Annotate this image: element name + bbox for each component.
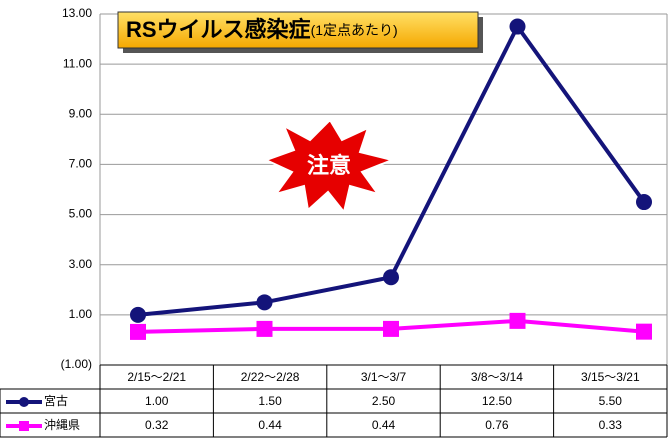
table-value: 1.50 [258,394,282,408]
legend-label: 沖縄県 [44,417,80,432]
table-value: 0.32 [145,418,169,432]
table-value: 0.44 [372,418,396,432]
y-tick-label: 1.00 [69,307,93,321]
marker [130,324,146,340]
table-value: 5.50 [599,394,623,408]
marker [510,313,526,329]
legend-label: 宮古 [44,393,68,408]
chart: (1.00) 1.00 3.00 5.00 7.00 9.00 11.00 13.00 2/15… [0,0,668,443]
marker [636,324,652,340]
marker [636,194,652,210]
annotation-text: 注意 [307,153,351,178]
title-box: RSウイルス感染症(1定点あたり) [118,12,483,53]
legend-marker [19,421,29,431]
marker [383,321,399,337]
x-tick-label: 3/1～3/7 [361,370,407,384]
y-tick-label: 11.00 [63,56,92,70]
y-tick-label: 7.00 [69,157,93,171]
marker [510,19,526,35]
table-value: 12.50 [482,394,512,408]
y-tick-label: 9.00 [69,106,93,120]
title-main: RSウイルス感染症 [126,17,311,42]
table-value: 1.00 [145,394,169,408]
y-tick-label: 3.00 [69,257,93,271]
x-tick-label: 2/22～2/28 [241,370,300,384]
table-value: 2.50 [372,394,396,408]
table-value: 0.33 [599,418,623,432]
x-tick-label: 3/15～3/21 [581,370,640,384]
marker [257,321,273,337]
y-tick-label: 5.00 [69,207,93,221]
plot-area: (1.00) 1.00 3.00 5.00 7.00 9.00 11.00 13.00 2/15… [0,6,667,437]
y-tick-label: (1.00) [61,357,92,371]
x-tick-label: 3/8～3/14 [471,370,523,384]
marker [130,307,146,323]
legend-marker [19,397,29,407]
marker [383,269,399,285]
annotation: 注意 [266,120,392,212]
chart-subtitle: (1定点あたり) [311,22,398,38]
table-value: 0.44 [258,418,282,432]
y-tick-label: 13.00 [62,6,92,20]
marker [257,294,273,310]
table-value: 0.76 [485,418,509,432]
x-tick-label: 2/15～2/21 [127,370,186,384]
